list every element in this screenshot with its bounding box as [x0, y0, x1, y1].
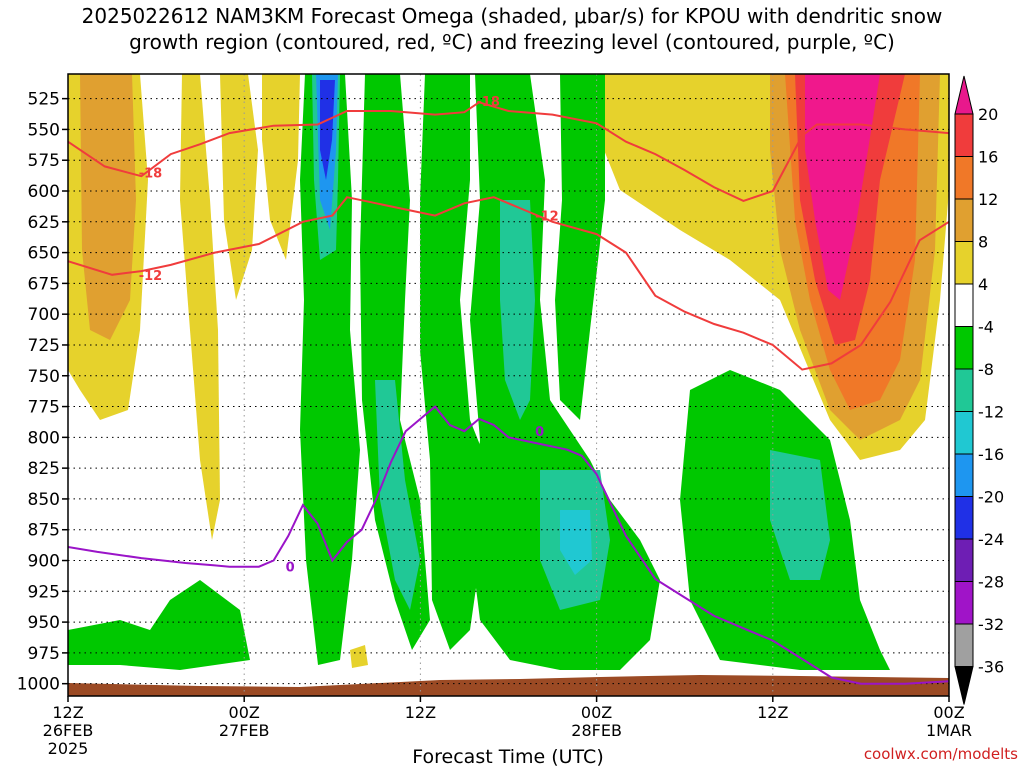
chart-title-line-1: 2025022612 NAM3KM Forecast Omega (shaded… [81, 4, 943, 28]
y-tick-label: 975 [28, 644, 60, 664]
y-tick-label: 525 [28, 90, 60, 110]
colorbar-swatch [954, 156, 974, 200]
y-tick-label: 725 [28, 336, 60, 356]
omega-fill-negative-lower-mid-core [560, 510, 592, 575]
colorbar-label: -8 [978, 360, 994, 379]
x-tick-label: 00Z [581, 703, 612, 722]
colorbar-label: -28 [978, 573, 1004, 592]
colorbar-label: -24 [978, 530, 1004, 549]
y-tick-label: 650 [28, 244, 60, 264]
contour-line-0 [68, 405, 949, 685]
colorbar-label: 12 [978, 190, 998, 209]
colorbar-swatch [954, 496, 974, 540]
omega-fill-positive-right-5 [805, 74, 880, 300]
omega-fill-negative-right-inner [770, 450, 830, 580]
contour-label: 0 [535, 425, 544, 440]
x-tick-label: 26FEB [43, 721, 94, 740]
colorbar-swatch [954, 623, 974, 667]
y-tick-label: 950 [28, 613, 60, 633]
contour-line--12 [68, 196, 949, 371]
y-tick-label: 700 [28, 305, 60, 325]
colorbar-swatch [954, 198, 974, 242]
plot-grid [68, 74, 949, 696]
x-tick-label: 2025 [48, 739, 89, 758]
omega-fill-negative-col1 [300, 74, 360, 665]
x-axis-label: Forecast Time (UTC) [412, 746, 603, 768]
y-tick-label: 550 [28, 120, 60, 140]
x-tick-label: 12Z [757, 703, 788, 722]
y-tick-label: 825 [28, 459, 60, 479]
y-tick-label: 750 [28, 367, 60, 387]
x-tick-label: 28FEB [571, 721, 622, 740]
colorbar-label: -4 [978, 318, 994, 337]
omega-fill-positive-left-2 [180, 74, 220, 540]
colorbar-swatch [954, 326, 974, 370]
chart-title-line-2: growth region (contoured, red, ºC) and f… [129, 30, 895, 54]
y-tick-label: 850 [28, 490, 60, 510]
contour-labels: -18 -18 -12 -12 0 0 [139, 95, 559, 576]
colorbar-label: 8 [978, 233, 988, 252]
omega-fill-negative-col4-inner [500, 200, 535, 420]
omega-fill-positive-small [350, 645, 368, 668]
colorbar-swatch [954, 283, 974, 327]
contour-label: -18 [476, 95, 500, 110]
colorbar-swatch [954, 113, 974, 157]
y-tick-label: 575 [28, 151, 60, 171]
omega-fill-negative-col2 [360, 74, 430, 650]
y-tick-label: 875 [28, 521, 60, 541]
colorbar-swatch [954, 411, 974, 455]
colorbar-swatch [954, 581, 974, 625]
x-tick-label: 12Z [52, 703, 83, 722]
colorbar-label: 16 [978, 148, 998, 167]
colorbar-swatch [954, 368, 974, 412]
colorbar-bottom-arrow [954, 666, 974, 705]
credit-text: coolwx.com/modelts [864, 745, 1018, 763]
colorbar-swatch [954, 241, 974, 285]
colorbar-label: -20 [978, 488, 1004, 507]
colorbar-swatch [954, 538, 974, 582]
omega-fill-positive-mid [262, 74, 300, 260]
y-tick-label: 775 [28, 398, 60, 418]
colorbar-top-arrow [954, 75, 974, 115]
surface-terrain [68, 675, 949, 696]
colorbar-label: -36 [978, 658, 1004, 677]
x-tick-label: 27FEB [219, 721, 270, 740]
y-tick-label: 1000 [17, 675, 60, 695]
omega-fill-positive-left-inner [80, 74, 136, 340]
omega-fill-negative-bottom-left [68, 580, 250, 670]
y-tick-label: 675 [28, 274, 60, 294]
x-tick-label: 12Z [405, 703, 436, 722]
y-tick-label: 900 [28, 552, 60, 572]
omega-fill-negative-col1-deep [320, 80, 335, 180]
contour-line--18 [68, 101, 949, 202]
y-axis-ticks: 525 550 575 600 625 650 675 700 725 750 775 800 825 8… [17, 90, 68, 695]
y-tick-label: 925 [28, 582, 60, 602]
y-tick-label: 800 [28, 428, 60, 448]
plot-frame [67, 73, 950, 697]
contour-lines [68, 101, 949, 685]
omega-fill-negative-col5 [555, 74, 605, 420]
colorbar-label: 20 [978, 105, 998, 124]
y-tick-label: 600 [28, 182, 60, 202]
colorbar-label: -16 [978, 445, 1004, 464]
colorbar-label: -32 [978, 615, 1004, 634]
x-tick-label: 00Z [229, 703, 260, 722]
omega-shaded-field [68, 74, 949, 670]
colorbar-swatch [954, 453, 974, 497]
contour-label: 0 [286, 561, 295, 576]
contour-label: -12 [535, 210, 559, 225]
omega-fill-positive-left-3 [220, 74, 258, 300]
y-tick-label: 625 [28, 213, 60, 233]
x-tick-label: 1MAR [926, 721, 972, 740]
colorbar-label: 4 [978, 275, 988, 294]
omega-fill-negative-col2-inner [375, 380, 420, 610]
x-tick-label: 00Z [933, 703, 964, 722]
omega-fill-negative-col3 [420, 74, 490, 650]
colorbar: 20 16 12 8 4 -4 -8 -12 -16 -20 -24 -28 -32 -36 [954, 75, 1004, 705]
colorbar-label: -12 [978, 403, 1004, 422]
contour-label: -18 [139, 167, 163, 182]
contour-label: -12 [139, 269, 163, 284]
